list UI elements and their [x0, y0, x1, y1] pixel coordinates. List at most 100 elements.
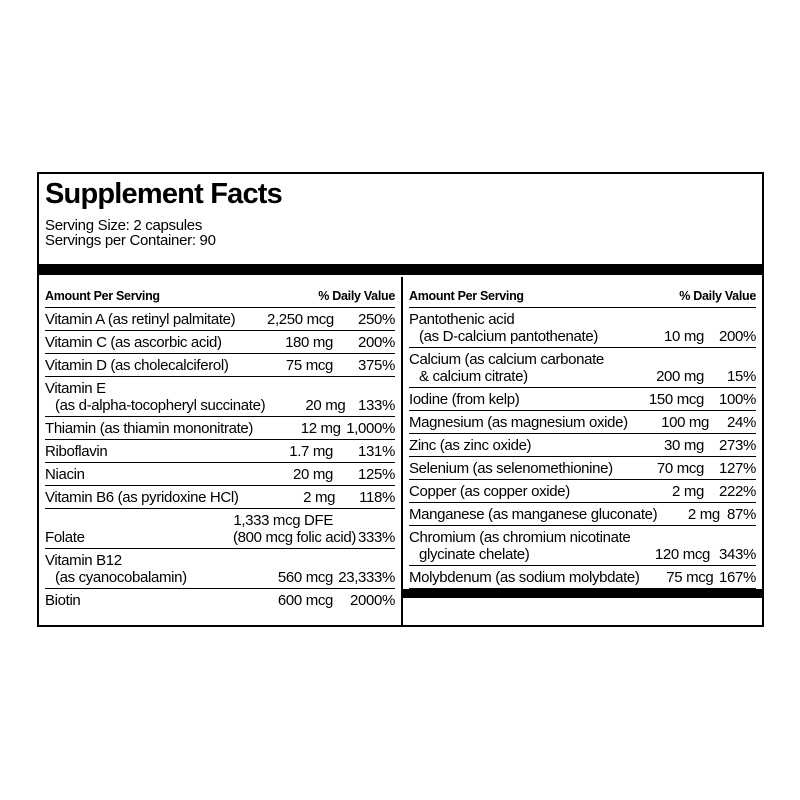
daily-value: 133%	[358, 397, 395, 414]
name-line: Vitamin E	[45, 380, 106, 397]
nutrient-name: Magnesium (as magnesium oxide)	[409, 414, 628, 431]
serving-size: Serving Size: 2 capsules	[45, 217, 203, 234]
name-line: Zinc (as zinc oxide)	[409, 437, 532, 454]
nutrient-name: Chromium (as chromium nicotinate glycinat…	[409, 529, 631, 563]
nutrient-row: Vitamin D (as cholecalciferol) 75 mcg 375%	[45, 354, 395, 377]
daily-value: 250%	[358, 311, 395, 328]
nutrient-row: Thiamin (as thiamin mononitrate) 12 mg 1,0…	[45, 417, 395, 440]
nutrient-row: Zinc (as zinc oxide) 30 mg 273%	[409, 434, 756, 457]
daily-value: 200%	[719, 328, 756, 345]
amount-line: 1.7 mg	[289, 443, 333, 460]
amount-line: 2,250 mcg	[266, 311, 334, 328]
daily-value: 2000%	[350, 592, 395, 609]
nutrient-name: Vitamin D (as cholecalciferol)	[45, 357, 233, 374]
nutrient-row: Vitamin C (as ascorbic acid) 180 mg 200%	[45, 331, 395, 354]
name-line: Selenium (as selenomethionine)	[409, 460, 613, 477]
amount-line: 20 mg	[305, 397, 346, 414]
nutrient-name: Biotin	[45, 592, 233, 609]
daily-value: 24%	[727, 414, 756, 431]
name-line: (as cyanocobalamin)	[55, 569, 187, 586]
name-line: Thiamin (as thiamin mononitrate)	[45, 420, 254, 437]
name-line: Biotin	[45, 592, 81, 609]
daily-value: 131%	[358, 443, 395, 460]
amount-line: 70 mcg	[656, 460, 704, 477]
amount: 30 mg	[614, 437, 704, 454]
title: Supplement Facts	[45, 178, 283, 210]
amount: 2,250 mcg	[235, 311, 334, 328]
amount-line: (800 mcg folic acid)	[233, 529, 357, 546]
nutrient-name: Zinc (as zinc oxide)	[409, 437, 614, 454]
nutrient-name: Molybdenum (as sodium molybdate)	[409, 569, 640, 586]
nutrient-row: Copper (as copper oxide) 2 mg 222%	[409, 480, 756, 503]
amount-header: Amount Per Serving	[409, 289, 524, 303]
daily-value: 100%	[719, 391, 756, 408]
amount: 2 mg	[657, 506, 720, 523]
amount-line: 180 mg	[285, 334, 333, 351]
daily-value: 23,333%	[338, 569, 395, 586]
amount: 120 mcg	[630, 546, 710, 563]
amount: 100 mg	[628, 414, 709, 431]
name-line: Niacin	[45, 466, 85, 483]
amount: 12 mg	[253, 420, 341, 437]
daily-value: 127%	[719, 460, 756, 477]
nutrient-row: Selenium (as selenomethionine) 70 mcg 127%	[409, 457, 756, 480]
name-line: Copper (as copper oxide)	[409, 483, 570, 500]
name-line: (as D-calcium pantothenate)	[419, 328, 598, 345]
nutrient-row: Niacin 20 mg 125%	[45, 463, 395, 486]
name-line: Manganese (as manganese gluconate)	[409, 506, 658, 523]
amount: 70 mcg	[614, 460, 704, 477]
amount: 1.7 mg	[233, 443, 333, 460]
amount-line: 20 mg	[293, 466, 333, 483]
name-line: Pantothenic acid	[409, 311, 515, 328]
nutrient-row: Vitamin B6 (as pyridoxine HCl) 2 mg 118%	[45, 486, 395, 509]
amount-line: 1,333 mcg DFE	[233, 512, 333, 529]
amount-line: 2 mg	[303, 489, 336, 506]
amount-line: 560 mcg	[277, 569, 333, 586]
daily-value: 333%	[358, 529, 395, 546]
nutrient-row: Iodine (from kelp) 150 mcg 100%	[409, 388, 756, 411]
amount: 180 mg	[233, 334, 333, 351]
servings-per-container: Servings per Container: 90	[45, 232, 216, 249]
nutrient-name: Riboflavin	[45, 443, 233, 460]
daily-value: 118%	[359, 489, 395, 506]
name-line: Riboflavin	[45, 443, 108, 460]
name-line: Vitamin A (as retinyl palmitate)	[45, 311, 236, 328]
amount-line: 600 mcg	[277, 592, 333, 609]
nutrient-name: Thiamin (as thiamin mononitrate)	[45, 420, 253, 437]
amount-line: 120 mcg	[654, 546, 710, 563]
nutrient-name: Selenium (as selenomethionine)	[409, 460, 614, 477]
nutrient-name: Copper (as copper oxide)	[409, 483, 614, 500]
supplement-facts-panel: Supplement Facts Serving Size: 2 capsule…	[37, 172, 764, 627]
nutrient-name: Folate	[45, 529, 233, 546]
nutrient-row: Folate 1,333 mcg DFE (800 mcg folic acid) 3…	[45, 509, 395, 549]
nutrient-row: Riboflavin 1.7 mg 131%	[45, 440, 395, 463]
daily-value: 1,000%	[346, 420, 395, 437]
name-line: Vitamin B12	[45, 552, 122, 569]
amount: 10 mg	[614, 328, 704, 345]
nutrient-name: Niacin	[45, 466, 233, 483]
nutrient-name: Vitamin A (as retinyl palmitate)	[45, 311, 236, 328]
daily-value: 273%	[719, 437, 756, 454]
name-line: Iodine (from kelp)	[409, 391, 520, 408]
nutrient-name: Pantothenic acid (as D-calcium pantothena…	[409, 311, 614, 345]
nutrient-row: Chromium (as chromium nicotinate glycinat…	[409, 526, 756, 566]
nutrient-name: Iodine (from kelp)	[409, 391, 614, 408]
nutrient-row: Vitamin E (as d-alpha-tocopheryl succinat…	[45, 377, 395, 417]
name-line: glycinate chelate)	[419, 546, 530, 563]
dv-header: % Daily Value	[318, 289, 395, 303]
nutrient-name: Manganese (as manganese gluconate)	[409, 506, 658, 523]
amount: 2 mg	[614, 483, 704, 500]
amount: 75 mcg	[640, 569, 713, 586]
name-line: Vitamin D (as cholecalciferol)	[45, 357, 229, 374]
amount-line: 12 mg	[300, 420, 341, 437]
nutrient-name: Vitamin E (as d-alpha-tocopheryl succinat…	[45, 380, 266, 414]
amount: 200 mg	[614, 368, 704, 385]
dv-header: % Daily Value	[679, 289, 756, 303]
amount-line: 100 mg	[661, 414, 710, 431]
amount: 20 mg	[265, 397, 345, 414]
amount-line: 30 mg	[664, 437, 704, 454]
amount: 560 mcg	[233, 569, 333, 586]
nutrient-row: Pantothenic acid (as D-calcium pantothena…	[409, 308, 756, 348]
amount-line: 200 mg	[656, 368, 704, 385]
amount: 2 mg	[238, 489, 335, 506]
